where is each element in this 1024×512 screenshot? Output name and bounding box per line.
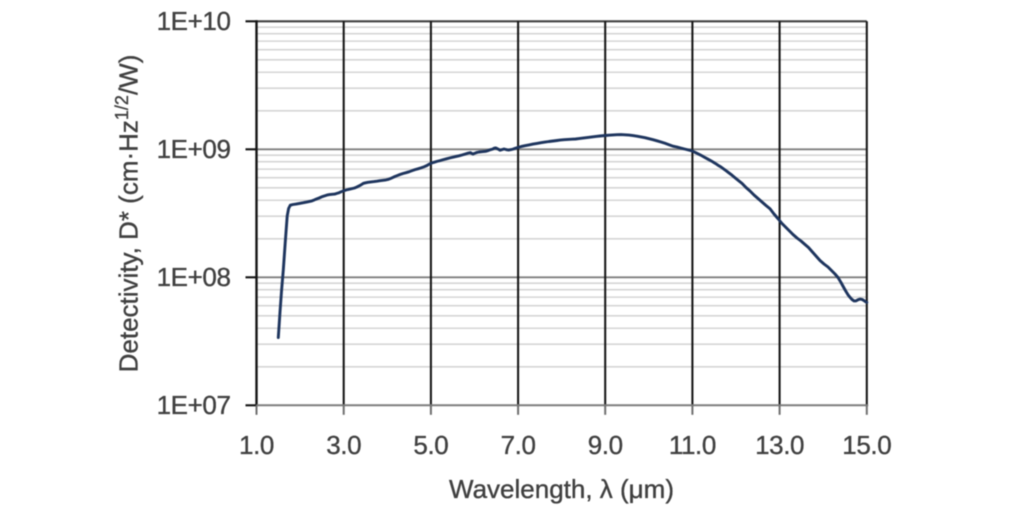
svg-text:1E+10: 1E+10	[157, 6, 231, 36]
svg-text:5.0: 5.0	[413, 430, 448, 460]
svg-text:1E+07: 1E+07	[157, 390, 231, 420]
svg-text:3.0: 3.0	[326, 430, 361, 460]
svg-text:1E+08: 1E+08	[157, 262, 231, 292]
svg-text:9.0: 9.0	[588, 430, 623, 460]
svg-text:Wavelength, λ (μm): Wavelength, λ (μm)	[449, 474, 674, 504]
svg-text:1.0: 1.0	[239, 430, 274, 460]
svg-text:11.0: 11.0	[669, 430, 716, 460]
svg-text:13.0: 13.0	[755, 430, 804, 460]
svg-text:7.0: 7.0	[501, 430, 536, 460]
svg-text:15.0: 15.0	[842, 430, 891, 460]
svg-text:1E+09: 1E+09	[157, 134, 231, 164]
